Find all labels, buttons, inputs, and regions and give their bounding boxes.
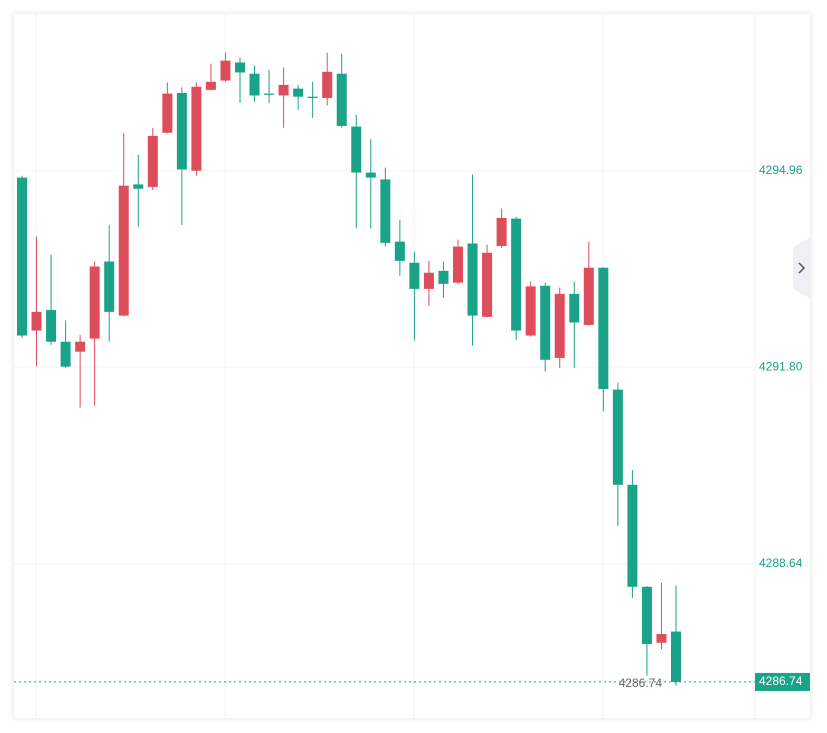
candle-body xyxy=(293,88,304,97)
candle-body xyxy=(453,246,463,283)
last-price-box xyxy=(755,672,810,691)
plot: 4288.64 4291.80 4294.96 4286.74 4286.74 xyxy=(14,52,810,691)
candle-body xyxy=(525,286,536,336)
candle-body xyxy=(118,185,129,316)
candle-body xyxy=(438,270,449,284)
candle-body xyxy=(467,243,478,316)
candle-body xyxy=(147,135,158,187)
candle-body xyxy=(394,241,405,261)
candle-body xyxy=(60,341,71,367)
candle-body xyxy=(322,71,333,98)
last-price-label: 4286.74 xyxy=(759,674,803,688)
candle-body xyxy=(540,285,551,360)
candle-body xyxy=(671,631,681,682)
candle-body xyxy=(656,634,667,643)
candle-body xyxy=(235,62,245,73)
chart-frame xyxy=(14,14,810,718)
candle-body xyxy=(365,172,376,178)
candle-body xyxy=(598,267,609,390)
candle-body xyxy=(554,293,565,358)
candle-body xyxy=(17,177,27,336)
y-tick-label: 4291.80 xyxy=(759,359,803,373)
candle-body xyxy=(89,266,100,339)
candle-body xyxy=(351,126,362,173)
candle-body xyxy=(569,293,580,323)
candle-body xyxy=(409,262,420,289)
candle-body xyxy=(336,73,347,126)
candle-body xyxy=(307,96,318,98)
collapse-tab[interactable] xyxy=(793,238,810,298)
candle-body xyxy=(205,81,216,90)
candle-body xyxy=(641,586,652,644)
candle-body xyxy=(191,86,202,171)
candle-body xyxy=(627,484,638,587)
candle-body xyxy=(104,261,115,312)
candle-body xyxy=(162,93,173,133)
y-tick-label: 4288.64 xyxy=(759,556,803,570)
candle-body xyxy=(75,341,86,352)
candle-body xyxy=(511,218,522,331)
candle-body xyxy=(482,252,493,317)
last-price-inline: 4286.74 xyxy=(619,676,663,690)
candle-body xyxy=(583,267,594,325)
candle-body xyxy=(31,311,42,331)
candle-body xyxy=(176,92,187,170)
candle-body xyxy=(423,272,434,289)
y-tick-label: 4294.96 xyxy=(759,163,803,177)
candle-body xyxy=(249,73,260,96)
candle-body xyxy=(133,184,144,189)
chevron[interactable] xyxy=(798,262,806,274)
candle-body xyxy=(220,60,231,81)
tab-bg[interactable] xyxy=(793,238,810,298)
candle-body xyxy=(612,389,623,485)
candle-body xyxy=(496,217,507,246)
candle-body xyxy=(264,93,275,95)
candle-body xyxy=(278,84,289,96)
candle-body xyxy=(380,179,391,243)
candle-body xyxy=(46,310,57,342)
